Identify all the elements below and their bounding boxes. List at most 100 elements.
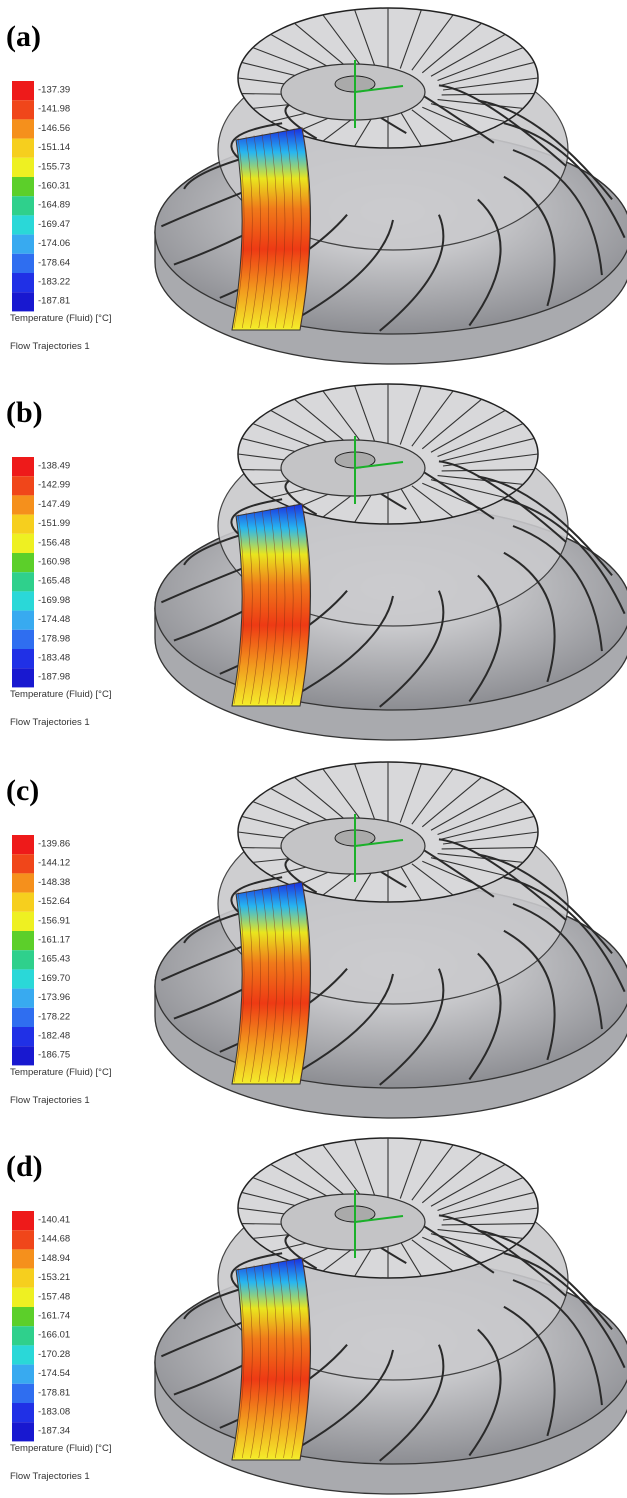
legend-value: -141.98: [38, 104, 70, 115]
legend-value: -178.98: [38, 633, 70, 644]
legend-value: -187.81: [38, 296, 70, 307]
panel-label: (b): [6, 396, 43, 429]
legend-value: -161.74: [38, 1311, 70, 1322]
legend-swatch: [12, 893, 34, 912]
legend-value: -138.49: [38, 461, 70, 472]
legend-value: -187.98: [38, 672, 70, 683]
legend-value: -166.01: [38, 1330, 70, 1341]
legend-value: -148.94: [38, 1253, 70, 1264]
legend-value: -178.22: [38, 1011, 70, 1022]
legend-swatch: [12, 1365, 34, 1384]
legend-swatch: [12, 139, 34, 158]
panel: (c)-139.86-144.12-148.38-152.64-156.91-1…: [6, 762, 627, 1118]
legend-value: -147.49: [38, 499, 70, 510]
legend-value: -140.41: [38, 1215, 70, 1226]
caption: Flow Trajectories 1: [10, 717, 90, 728]
legend-value: -160.98: [38, 557, 70, 568]
legend-value: -148.38: [38, 877, 70, 888]
legend-swatch: [12, 81, 34, 100]
caption: Flow Trajectories 1: [10, 1095, 90, 1106]
legend-swatch: [12, 177, 34, 196]
legend-value: -178.64: [38, 257, 70, 268]
legend-value: -183.22: [38, 277, 70, 288]
legend-swatch: [12, 572, 34, 591]
legend-value: -178.81: [38, 1387, 70, 1398]
legend-swatch: [12, 1422, 34, 1441]
panel: (d) -140.41 -144.68 -148.94 -153.21 -157.48 -1…: [6, 1138, 627, 1494]
legend-swatch: [12, 950, 34, 969]
panel-label: (c): [6, 774, 39, 807]
legend-value: -151.14: [38, 142, 70, 153]
panel: (a)-137.39-141.98-146.56-151.14-155.73-1…: [6, 8, 627, 364]
legend-swatch: [12, 1046, 34, 1065]
legend-value: -186.75: [38, 1050, 70, 1061]
legend-value: -169.70: [38, 973, 70, 984]
figure: (a)-137.39-141.98-146.56-151.14-155.73-1…: [0, 0, 627, 1498]
panel-label: (d): [6, 1150, 43, 1183]
legend-value: -174.48: [38, 614, 70, 625]
legend-swatch: [12, 1403, 34, 1422]
legend-swatch: [12, 1008, 34, 1027]
legend-value: -155.73: [38, 161, 70, 172]
legend-value: -165.43: [38, 954, 70, 965]
legend-value: -174.06: [38, 238, 70, 249]
legend-swatch: [12, 1307, 34, 1326]
legend-title: Temperature (Fluid) [°C]: [10, 1067, 111, 1078]
legend-swatch: [12, 457, 34, 476]
legend-swatch: [12, 969, 34, 988]
legend-swatch: [12, 1027, 34, 1046]
legend-swatch: [12, 1384, 34, 1403]
legend-title: Temperature (Fluid) [°C]: [10, 1443, 111, 1454]
legend-swatch: [12, 649, 34, 668]
legend-swatch: [12, 931, 34, 950]
legend-value: -152.64: [38, 896, 70, 907]
legend-swatch: [12, 235, 34, 254]
impeller: [155, 8, 627, 364]
legend-value: -144.68: [38, 1234, 70, 1245]
legend-title: Temperature (Fluid) [°C]: [10, 313, 111, 324]
legend-swatch: [12, 1211, 34, 1230]
legend-value: -160.31: [38, 181, 70, 192]
legend-value: -187.34: [38, 1426, 70, 1437]
legend-value: -183.08: [38, 1407, 70, 1418]
legend-swatch: [12, 119, 34, 138]
legend-swatch: [12, 553, 34, 572]
legend-value: -169.98: [38, 595, 70, 606]
impeller: [155, 762, 627, 1118]
legend-value: -156.48: [38, 537, 70, 548]
legend-swatch: [12, 611, 34, 630]
legend-value: -174.54: [38, 1368, 70, 1379]
impeller: [155, 384, 627, 740]
legend-swatch: [12, 1326, 34, 1345]
legend-swatch: [12, 476, 34, 495]
legend-swatch: [12, 912, 34, 931]
legend-swatch: [12, 158, 34, 177]
legend-value: -153.21: [38, 1272, 70, 1283]
panel: (b) -138.49 -142.99 -147.49 -151.99 -156.48 -1…: [6, 384, 627, 740]
legend-value: -164.89: [38, 200, 70, 211]
legend-swatch: [12, 534, 34, 553]
legend-swatch: [12, 515, 34, 534]
legend-value: -156.91: [38, 915, 70, 926]
legend-value: -169.47: [38, 219, 70, 230]
legend-swatch: [12, 854, 34, 873]
legend-value: -146.56: [38, 123, 70, 134]
legend-swatch: [12, 989, 34, 1008]
legend-value: -161.17: [38, 935, 70, 946]
legend-value: -157.48: [38, 1291, 70, 1302]
impeller: [155, 1138, 627, 1494]
legend-value: -137.39: [38, 85, 70, 96]
legend-value: -142.99: [38, 480, 70, 491]
caption: Flow Trajectories 1: [10, 1471, 90, 1482]
legend-swatch: [12, 630, 34, 649]
legend-swatch: [12, 196, 34, 215]
legend-swatch: [12, 591, 34, 610]
legend-swatch: [12, 495, 34, 514]
legend-swatch: [12, 273, 34, 292]
legend-value: -151.99: [38, 518, 70, 529]
legend-value: -165.48: [38, 576, 70, 587]
legend-swatch: [12, 1269, 34, 1288]
legend-swatch: [12, 292, 34, 311]
legend-value: -144.12: [38, 858, 70, 869]
legend-swatch: [12, 668, 34, 687]
